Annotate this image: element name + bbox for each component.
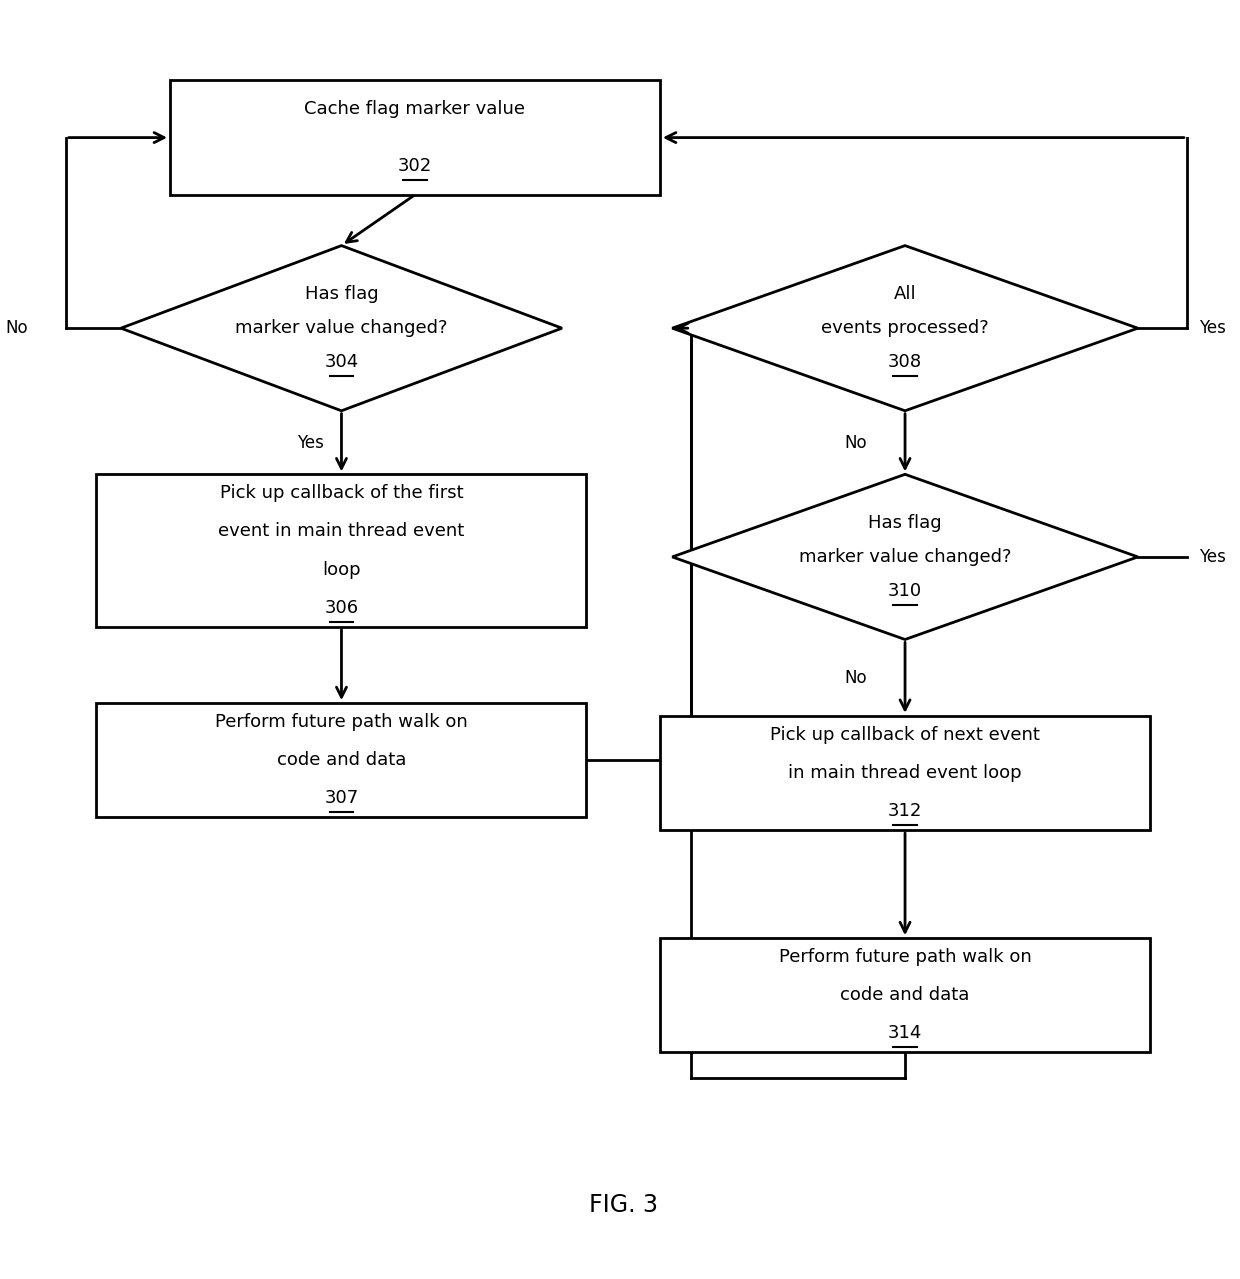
Text: loop: loop: [322, 560, 361, 578]
Text: Has flag: Has flag: [305, 285, 378, 303]
Text: 312: 312: [888, 802, 923, 820]
Text: All: All: [894, 285, 916, 303]
Text: No: No: [844, 434, 867, 451]
Text: 310: 310: [888, 582, 923, 600]
Polygon shape: [122, 246, 562, 411]
Polygon shape: [672, 246, 1138, 411]
FancyBboxPatch shape: [660, 938, 1149, 1053]
Text: marker value changed?: marker value changed?: [236, 320, 448, 338]
Text: Cache flag marker value: Cache flag marker value: [305, 100, 526, 118]
Text: Has flag: Has flag: [868, 514, 942, 532]
Text: in main thread event loop: in main thread event loop: [789, 764, 1022, 781]
FancyBboxPatch shape: [660, 716, 1149, 830]
Text: code and data: code and data: [277, 751, 407, 769]
Text: 307: 307: [325, 789, 358, 807]
FancyBboxPatch shape: [97, 703, 587, 817]
Text: marker value changed?: marker value changed?: [799, 547, 1012, 565]
Text: Pick up callback of next event: Pick up callback of next event: [770, 725, 1040, 744]
FancyBboxPatch shape: [170, 81, 660, 194]
Text: code and data: code and data: [841, 986, 970, 1004]
Text: events processed?: events processed?: [821, 320, 990, 338]
Text: Pick up callback of the first: Pick up callback of the first: [219, 485, 464, 503]
Text: 306: 306: [325, 599, 358, 616]
Text: 308: 308: [888, 353, 923, 371]
Text: FIG. 3: FIG. 3: [589, 1193, 657, 1216]
FancyBboxPatch shape: [97, 475, 587, 627]
Text: Yes: Yes: [298, 434, 325, 451]
Text: Perform future path walk on: Perform future path walk on: [779, 948, 1032, 966]
Text: Perform future path walk on: Perform future path walk on: [215, 714, 467, 732]
Text: event in main thread event: event in main thread event: [218, 523, 465, 541]
Text: 304: 304: [325, 353, 358, 371]
Text: 314: 314: [888, 1024, 923, 1042]
Text: 302: 302: [398, 157, 432, 175]
Text: Yes: Yes: [1199, 320, 1226, 338]
Text: No: No: [5, 320, 29, 338]
Text: Yes: Yes: [1199, 547, 1226, 565]
Text: No: No: [844, 669, 867, 687]
Polygon shape: [672, 475, 1138, 640]
